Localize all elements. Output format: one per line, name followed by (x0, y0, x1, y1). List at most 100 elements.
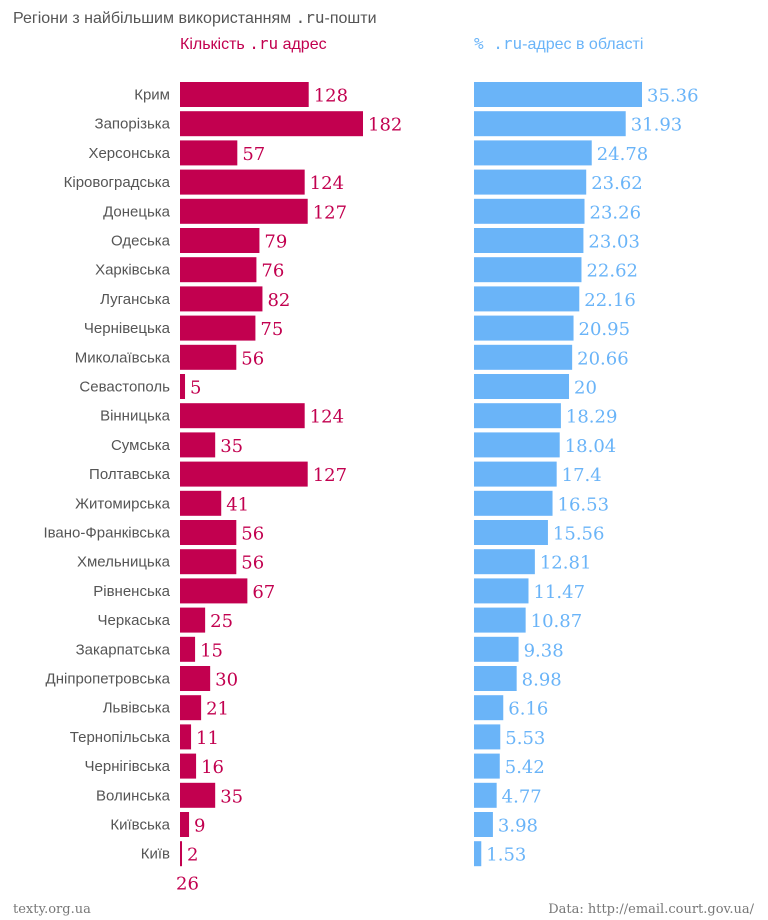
category-label: Тернопільська (70, 729, 171, 746)
count-value-label: 56 (241, 553, 264, 574)
count-bar (180, 82, 309, 107)
count-value-label: 128 (314, 86, 348, 107)
count-bar (180, 607, 206, 633)
percent-value-label: 10.87 (531, 611, 583, 632)
percent-bar (474, 111, 626, 137)
count-legend: Кількість .ru адрес (180, 34, 327, 54)
category-label: Миколаївська (75, 349, 171, 366)
percent-bar (474, 315, 574, 341)
count-value-label: 56 (241, 524, 264, 545)
percent-legend-prefix: % .ru (474, 34, 523, 53)
count-bar (180, 403, 305, 429)
count-value-label: 67 (252, 582, 275, 603)
count-legend-ru: .ru (249, 34, 279, 53)
percent-bar (474, 520, 548, 545)
category-label: Херсонська (88, 145, 170, 162)
count-value-label: 127 (313, 465, 347, 486)
percent-bar (474, 841, 482, 867)
percent-bar (474, 782, 497, 808)
count-bar (180, 140, 238, 166)
percent-bar (474, 286, 580, 312)
percent-value-label: 24.78 (597, 144, 649, 165)
count-value-label: 35 (220, 436, 243, 457)
category-label: Полтавська (89, 466, 171, 483)
percent-value-label: 5.42 (505, 757, 545, 778)
category-label: Кіровоградська (64, 174, 171, 191)
count-value-label: 41 (226, 494, 249, 515)
count-bar (180, 257, 257, 283)
count-value-label: 5 (190, 378, 201, 399)
chart-title: Регіони з найбільшим використанням .ru-п… (13, 8, 377, 28)
count-bar (180, 198, 308, 224)
category-label: Одеська (111, 233, 171, 250)
count-bar (180, 578, 248, 604)
extra-count-label: 26 (176, 874, 199, 895)
percent-bar (474, 403, 561, 429)
count-bar (180, 228, 260, 253)
count-value-label: 82 (267, 290, 290, 311)
percent-value-label: 6.16 (508, 699, 548, 720)
count-bar (180, 666, 211, 691)
count-value-label: 56 (241, 348, 264, 369)
percent-value-label: 23.62 (591, 173, 643, 194)
category-label: Житомирська (75, 495, 171, 512)
percent-value-label: 22.62 (586, 261, 638, 282)
count-value-label: 75 (260, 319, 283, 340)
percent-bar (474, 344, 573, 370)
percent-value-label: 16.53 (558, 494, 610, 515)
percent-bar (474, 724, 501, 750)
percent-bar (474, 695, 504, 721)
percent-bar (474, 432, 560, 458)
category-label: Дніпропетровська (46, 671, 171, 688)
percent-bar (474, 666, 517, 691)
percent-bar (474, 169, 587, 195)
count-value-label: 127 (313, 202, 347, 223)
percent-bar (474, 257, 582, 283)
count-bar (180, 490, 222, 516)
count-bar (180, 461, 308, 487)
percent-bar (474, 374, 570, 399)
percent-bar (474, 461, 557, 487)
count-bar (180, 841, 183, 867)
percent-value-label: 18.29 (566, 407, 618, 428)
category-label: Львівська (103, 700, 171, 717)
category-label: Волинська (96, 787, 171, 804)
percent-value-label: 31.93 (631, 115, 683, 136)
count-value-label: 124 (310, 173, 344, 194)
percent-value-label: 17.4 (562, 465, 602, 486)
percent-value-label: 3.98 (498, 816, 538, 837)
count-value-label: 2 (187, 845, 198, 866)
percent-value-label: 18.04 (565, 436, 617, 457)
percent-bar (474, 198, 585, 224)
count-bar (180, 549, 237, 575)
title-suffix: -пошти (324, 10, 377, 27)
percent-value-label: 5.53 (505, 728, 545, 749)
footer-source-site: texty.org.ua (13, 902, 91, 917)
category-label: Івано-Франківська (43, 525, 170, 542)
count-legend-suffix: адрес (278, 36, 327, 53)
percent-bar (474, 140, 592, 166)
percent-value-label: 11.47 (533, 582, 585, 603)
percent-value-label: 22.16 (584, 290, 636, 311)
title-prefix: Регіони з найбільшим використанням (13, 10, 296, 27)
percent-value-label: 23.26 (590, 202, 642, 223)
category-label: Севастополь (79, 379, 170, 396)
count-bar (180, 111, 363, 137)
count-legend-prefix: Кількість (180, 36, 250, 53)
category-label: Хмельницька (77, 554, 171, 571)
percent-bar (474, 753, 500, 779)
count-bar (180, 695, 202, 721)
category-label: Харківська (95, 262, 171, 279)
percent-value-label: 20.95 (579, 319, 631, 340)
percent-bar (474, 578, 529, 604)
percent-legend: % .ru-адрес в області (474, 34, 643, 54)
count-value-label: 21 (206, 699, 229, 720)
count-value-label: 35 (220, 786, 243, 807)
footer-data-source: Data: http://email.court.gov.ua/ (548, 902, 754, 917)
count-bar (180, 724, 192, 750)
title-ru: .ru (295, 8, 325, 27)
count-bar (180, 315, 256, 341)
category-label: Чернігівська (85, 758, 171, 775)
count-value-label: 182 (368, 115, 402, 136)
percent-value-label: 35.36 (647, 86, 699, 107)
